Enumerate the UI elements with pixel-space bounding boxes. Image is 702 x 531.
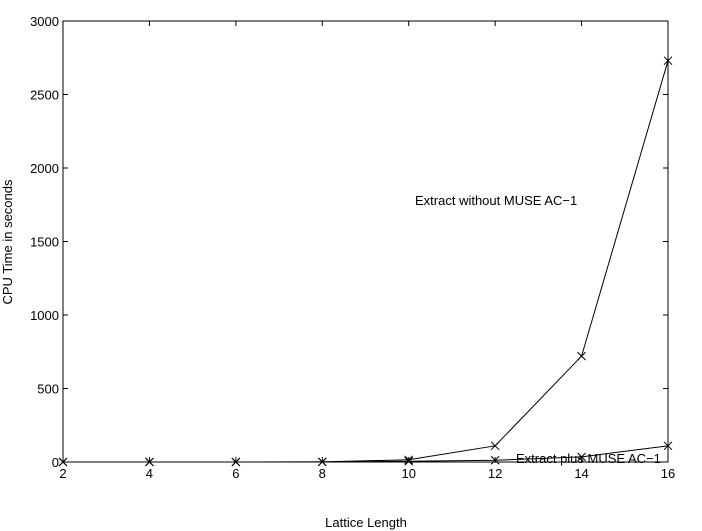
marker-stroke <box>490 441 500 451</box>
series-layer <box>58 56 673 467</box>
marker-stroke <box>404 456 414 466</box>
x-axis: 2 4 6 8 10 12 14 16 <box>59 21 675 481</box>
y-tick-label: 0 <box>52 455 59 470</box>
data-point <box>490 455 500 465</box>
data-point <box>317 457 327 467</box>
y-axis: 0 500 1000 1500 2000 2500 3000 <box>30 14 668 470</box>
annotation-layer: Extract without MUSE AC−1 Extract plus M… <box>415 193 661 466</box>
x-tick-label: 8 <box>319 466 326 481</box>
data-point <box>490 441 500 451</box>
y-tick-label: 3000 <box>30 14 59 29</box>
x-tick-label: 10 <box>401 466 415 481</box>
marker-stroke <box>317 457 327 467</box>
marker-stroke <box>231 457 241 467</box>
data-point <box>663 441 673 451</box>
x-tick-label: 6 <box>232 466 239 481</box>
data-point <box>404 456 414 466</box>
marker-stroke <box>663 441 673 451</box>
marker-stroke <box>577 351 586 361</box>
x-tick-label: 4 <box>146 466 153 481</box>
marker-stroke <box>663 56 673 66</box>
marker-stroke <box>490 455 500 465</box>
data-point <box>663 56 673 66</box>
x-tick-label: 14 <box>574 466 588 481</box>
series-1 <box>58 441 673 467</box>
data-point <box>577 351 586 361</box>
marker-stroke <box>145 457 154 467</box>
y-axis-label: CPU Time in seconds <box>0 179 15 304</box>
y-tick-label: 2500 <box>30 88 59 103</box>
y-tick-label: 500 <box>37 382 59 397</box>
marker-stroke <box>404 455 414 465</box>
x-tick-label: 2 <box>59 466 66 481</box>
x-axis-label: Lattice Length <box>325 515 407 530</box>
series-annotation-without-muse: Extract without MUSE AC−1 <box>415 193 577 208</box>
data-point <box>231 457 241 467</box>
series-line <box>63 445 669 463</box>
marker-stroke <box>577 452 586 462</box>
data-point <box>404 455 414 465</box>
data-point <box>145 457 154 467</box>
series-annotation-plus-muse: Extract plus MUSE AC−1 <box>516 451 661 466</box>
y-tick-label: 2000 <box>30 161 59 176</box>
y-tick-label: 1500 <box>30 235 59 250</box>
x-tick-label: 12 <box>488 466 502 481</box>
data-point <box>577 452 586 462</box>
data-point <box>58 457 68 467</box>
y-tick-label: 1000 <box>30 308 59 323</box>
marker-stroke <box>58 457 68 467</box>
x-tick-label: 16 <box>661 466 675 481</box>
